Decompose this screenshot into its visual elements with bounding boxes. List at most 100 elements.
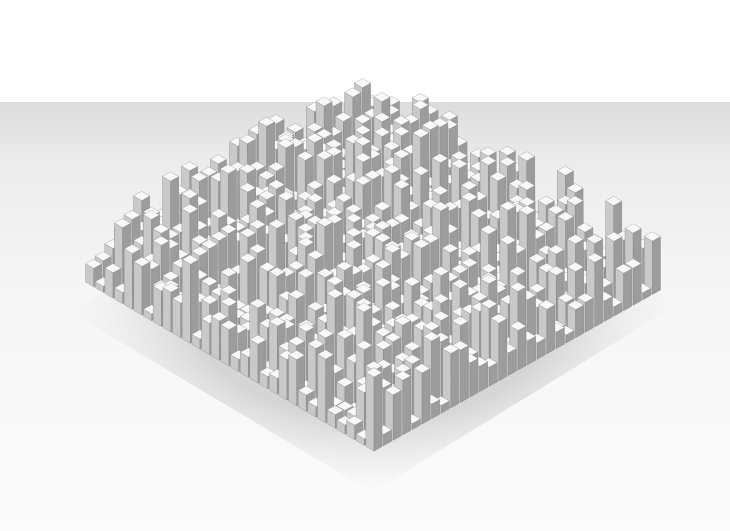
block-top-face bbox=[181, 189, 199, 199]
block-top-face bbox=[307, 301, 325, 312]
city-block bbox=[249, 334, 267, 384]
block-top-face bbox=[567, 262, 584, 272]
block-top-face bbox=[239, 163, 256, 174]
block-top-face bbox=[200, 239, 218, 249]
block-left-face bbox=[172, 298, 181, 339]
block-right-face bbox=[594, 257, 604, 328]
block-top-face bbox=[624, 258, 642, 269]
block-top-face bbox=[210, 311, 228, 322]
block-top-face bbox=[431, 201, 449, 212]
block-top-face bbox=[288, 350, 305, 360]
block-top-face bbox=[268, 179, 285, 190]
block-top-face bbox=[258, 170, 275, 180]
block-top-face bbox=[566, 183, 584, 193]
block-top-face bbox=[239, 253, 257, 263]
block-top-face bbox=[509, 321, 527, 331]
block-top-face bbox=[220, 224, 237, 234]
block-top-face bbox=[316, 217, 334, 227]
block-top-face bbox=[441, 243, 459, 253]
block-top-face bbox=[423, 331, 440, 342]
block-top-face bbox=[480, 224, 497, 235]
block-top-face bbox=[528, 253, 546, 264]
block-right-face bbox=[498, 318, 508, 382]
block-top-face bbox=[384, 385, 402, 396]
block-top-face bbox=[383, 218, 401, 228]
block-left-face bbox=[317, 354, 326, 424]
block-right-face bbox=[190, 259, 199, 344]
block-top-face bbox=[576, 222, 594, 233]
block-top-face bbox=[489, 171, 507, 182]
block-top-face bbox=[509, 266, 527, 276]
block-top-face bbox=[326, 275, 344, 286]
block-top-face bbox=[451, 264, 469, 274]
block-top-face bbox=[374, 340, 392, 350]
block-top-face bbox=[336, 377, 354, 387]
block-left-face bbox=[220, 324, 230, 367]
block-top-face bbox=[374, 220, 391, 231]
block-top-face bbox=[316, 268, 334, 278]
block-top-face bbox=[374, 359, 392, 370]
block-top-face bbox=[287, 211, 305, 221]
block-top-face bbox=[509, 282, 527, 292]
block-top-face bbox=[239, 182, 257, 193]
block-top-face bbox=[431, 185, 449, 196]
block-top-face bbox=[114, 218, 132, 228]
block-top-face bbox=[123, 210, 141, 220]
block-top-face bbox=[411, 99, 429, 110]
block-top-face bbox=[345, 239, 363, 250]
block-right-face bbox=[469, 358, 479, 398]
block-top-face bbox=[336, 261, 353, 271]
block-top-face bbox=[220, 296, 238, 307]
block-top-face bbox=[624, 223, 642, 234]
block-top-face bbox=[201, 294, 219, 305]
block-top-face bbox=[317, 328, 334, 339]
block-top-face bbox=[220, 285, 238, 295]
block-right-face bbox=[527, 335, 536, 365]
block-top-face bbox=[268, 267, 286, 277]
block-top-face bbox=[152, 235, 170, 246]
block-top-face bbox=[452, 340, 469, 351]
block-top-face bbox=[460, 180, 478, 191]
city-block bbox=[346, 415, 363, 441]
block-top-face bbox=[345, 213, 363, 223]
block-right-face bbox=[585, 297, 594, 333]
city-block bbox=[365, 367, 383, 452]
block-top-face bbox=[191, 246, 209, 256]
block-right-face bbox=[633, 263, 642, 306]
block-top-face bbox=[286, 123, 304, 133]
block-top-face bbox=[547, 265, 565, 276]
block-top-face bbox=[325, 174, 343, 184]
block-left-face bbox=[278, 354, 288, 401]
city-block bbox=[181, 254, 199, 344]
block-top-face bbox=[133, 256, 151, 267]
block-top-face bbox=[518, 205, 536, 215]
block-top-face bbox=[344, 87, 362, 98]
block-left-face bbox=[153, 286, 162, 327]
city-block bbox=[133, 256, 151, 316]
block-top-face bbox=[567, 300, 585, 310]
block-top-face bbox=[249, 334, 267, 345]
block-top-face bbox=[605, 196, 623, 206]
block-top-face bbox=[374, 259, 392, 269]
block-top-face bbox=[392, 115, 410, 126]
block-top-face bbox=[200, 166, 218, 177]
block-top-face bbox=[394, 370, 412, 381]
block-top-face bbox=[557, 165, 574, 176]
block-top-face bbox=[615, 263, 633, 274]
block-right-face bbox=[479, 361, 488, 392]
block-top-face bbox=[557, 211, 575, 222]
block-top-face bbox=[373, 127, 391, 137]
block-top-face bbox=[220, 320, 238, 330]
block-top-face bbox=[480, 298, 498, 309]
block-top-face bbox=[479, 155, 497, 166]
block-top-face bbox=[538, 299, 556, 310]
city-block bbox=[442, 344, 460, 409]
block-top-face bbox=[296, 151, 314, 161]
block-top-face bbox=[345, 227, 363, 238]
block-grid bbox=[85, 78, 661, 452]
block-top-face bbox=[383, 140, 401, 151]
block-top-face bbox=[345, 289, 363, 300]
block-top-face bbox=[364, 253, 382, 264]
block-top-face bbox=[209, 154, 227, 165]
